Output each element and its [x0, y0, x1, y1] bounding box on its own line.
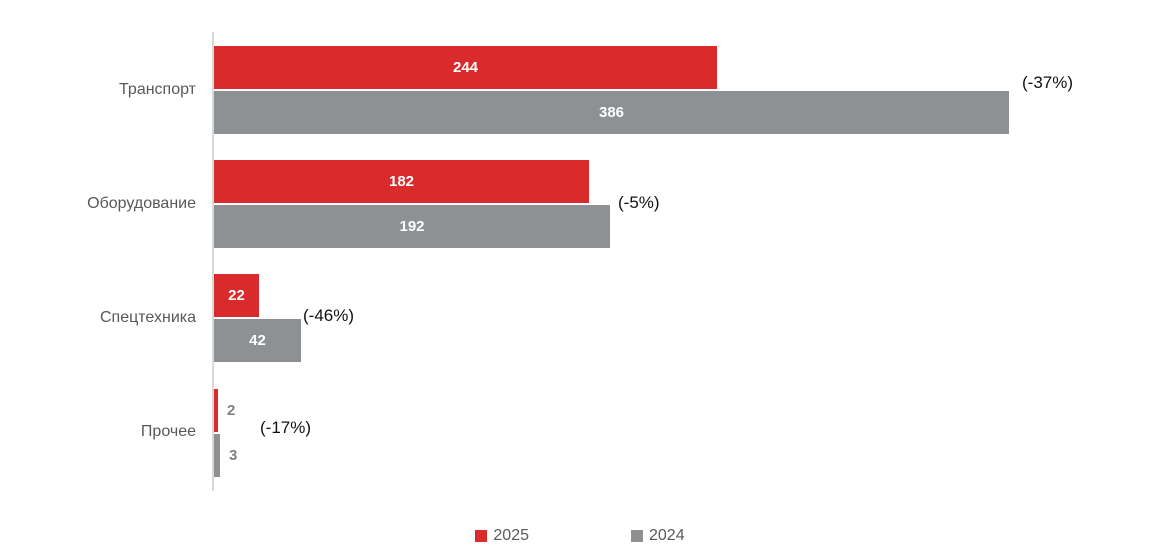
bar-2024-special-machinery: 42 — [214, 319, 301, 362]
legend-item-2024: 2024 — [631, 527, 685, 545]
bar-value-label: 182 — [388, 173, 415, 190]
bar-2024-equipment: 192 — [214, 205, 610, 248]
bar-2025-special-machinery: 22 — [214, 274, 259, 317]
bar-value-label: 42 — [249, 332, 266, 349]
bar-2024-other: 3 — [214, 434, 237, 477]
bar-value-label: 3 — [229, 447, 238, 464]
bar-value-label: 2 — [227, 402, 236, 419]
change-label-transport: (-37%) — [1022, 73, 1074, 92]
category-label-other: Прочее — [140, 423, 196, 440]
legend-item-2025: 2025 — [475, 527, 529, 545]
category-label-transport: Транспорт — [119, 81, 196, 98]
change-label-equipment: (-5%) — [618, 193, 660, 212]
bar-2025-other: 2 — [214, 389, 235, 432]
legend-label-2025: 2025 — [493, 527, 529, 544]
bar-value-label: 22 — [228, 287, 245, 304]
bar-2025-equipment: 182 — [214, 160, 589, 203]
bar-value-label: 244 — [452, 59, 479, 76]
legend-swatch-2024 — [631, 530, 643, 542]
y-axis-line — [212, 32, 214, 491]
bar-2025-transport: 244 — [214, 46, 717, 89]
bar-value-label: 192 — [399, 218, 425, 235]
category-label-special-machinery: Спецтехника — [100, 309, 196, 326]
legend-label-2024: 2024 — [649, 527, 685, 544]
legend: 2025 2024 — [0, 523, 1160, 549]
legend-swatch-2025 — [475, 530, 488, 542]
bar-2024-transport: 386 — [214, 91, 1009, 134]
change-label-special-machinery: (-46%) — [303, 306, 355, 325]
bar-value-label: 386 — [598, 104, 625, 121]
category-label-equipment: Оборудование — [87, 195, 196, 212]
change-label-other: (-17%) — [260, 418, 312, 437]
